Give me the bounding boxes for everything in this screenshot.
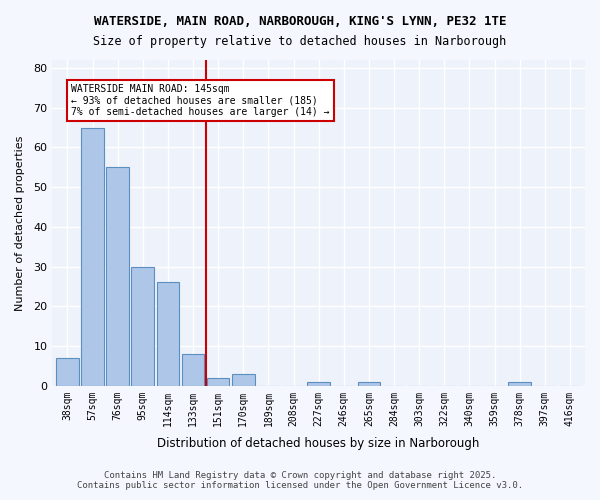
Y-axis label: Number of detached properties: Number of detached properties (15, 135, 25, 310)
Bar (307, 382, 330, 386)
Bar (182, 354, 205, 386)
Bar (508, 382, 531, 386)
Text: WATERSIDE, MAIN ROAD, NARBOROUGH, KING'S LYNN, PE32 1TE: WATERSIDE, MAIN ROAD, NARBOROUGH, KING'S… (94, 15, 506, 28)
Text: WATERSIDE MAIN ROAD: 145sqm
← 93% of detached houses are smaller (185)
7% of sem: WATERSIDE MAIN ROAD: 145sqm ← 93% of det… (71, 84, 329, 117)
Bar (207, 378, 229, 386)
Bar (131, 266, 154, 386)
Bar (81, 128, 104, 386)
Bar (157, 282, 179, 386)
Bar (56, 358, 79, 386)
Bar (232, 374, 254, 386)
Text: Size of property relative to detached houses in Narborough: Size of property relative to detached ho… (94, 35, 506, 48)
Bar (106, 168, 129, 386)
Bar (358, 382, 380, 386)
X-axis label: Distribution of detached houses by size in Narborough: Distribution of detached houses by size … (157, 437, 480, 450)
Text: Contains HM Land Registry data © Crown copyright and database right 2025.
Contai: Contains HM Land Registry data © Crown c… (77, 470, 523, 490)
